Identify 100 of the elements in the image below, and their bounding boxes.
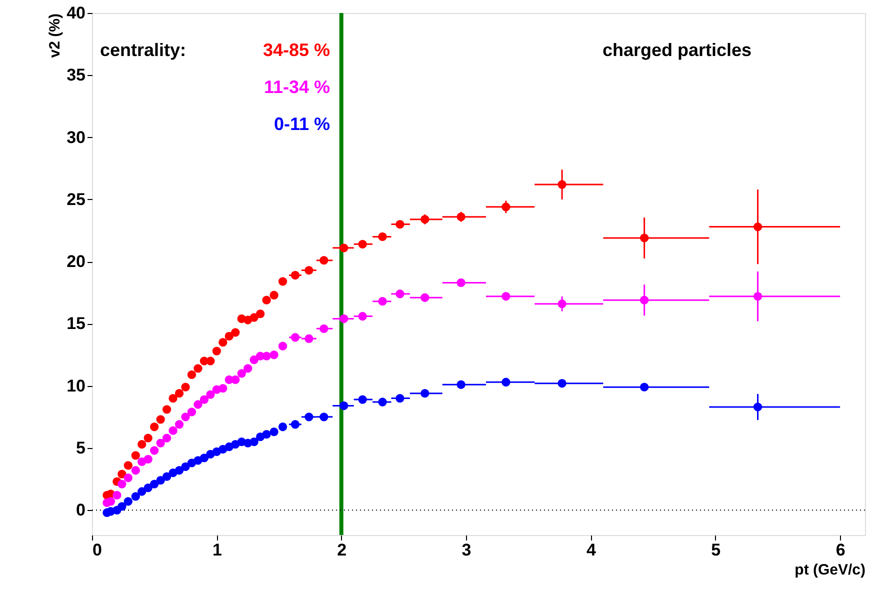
y-tick-label: 0: [76, 500, 86, 520]
point: [290, 270, 300, 280]
point: [156, 438, 165, 448]
x-tick-label: 1: [212, 540, 222, 560]
point: [250, 355, 258, 364]
point: [124, 461, 132, 470]
text: 11-34 %: [264, 77, 330, 97]
point: [144, 434, 152, 442]
point: [358, 240, 367, 248]
point: [212, 346, 222, 356]
point: [396, 394, 404, 403]
point: [420, 293, 430, 302]
point: [753, 402, 762, 412]
point: [224, 332, 234, 340]
point: [168, 426, 178, 435]
point: [187, 370, 196, 379]
point: [131, 492, 140, 501]
point: [118, 502, 126, 511]
point: [456, 278, 466, 288]
y-tick-label: 40: [66, 4, 86, 22]
point: [218, 338, 228, 347]
point: [187, 408, 196, 416]
x-tick-label: 3: [462, 540, 472, 560]
point: [150, 480, 159, 488]
point: [124, 474, 132, 482]
point: [206, 356, 215, 366]
point: [278, 422, 288, 432]
point: [358, 312, 367, 321]
point: [278, 277, 288, 286]
point: [138, 440, 146, 449]
point: [304, 266, 314, 275]
text: 0-11 %: [274, 114, 330, 134]
point: [456, 380, 466, 389]
legend-title: centrality:: [100, 40, 186, 60]
point: [640, 234, 649, 242]
annotation: charged particles: [602, 40, 752, 60]
point: [174, 466, 184, 475]
y-tick-label: 5: [76, 438, 86, 458]
point: [144, 483, 152, 492]
x-tick-label: 0: [92, 540, 102, 560]
point: [150, 422, 159, 432]
point: [156, 415, 165, 424]
point: [753, 292, 762, 301]
point: [174, 388, 184, 398]
point: [456, 212, 466, 222]
point: [144, 454, 152, 464]
point: [378, 398, 387, 406]
point: [270, 428, 278, 436]
y-axis-title: v2 (%): [46, 14, 64, 58]
point: [304, 334, 314, 343]
point: [502, 378, 510, 386]
point: [231, 375, 240, 384]
point: [270, 350, 278, 360]
x-tick-label: 4: [586, 540, 596, 560]
point: [558, 300, 566, 308]
point: [200, 395, 209, 404]
point: [558, 180, 566, 189]
point: [340, 244, 348, 252]
point: [640, 382, 649, 392]
text: 34-85 %: [262, 40, 330, 60]
point: [138, 487, 146, 496]
point: [181, 412, 190, 422]
point: [256, 309, 265, 318]
point: [640, 296, 649, 304]
y-tick-label: 10: [66, 376, 86, 396]
point: [420, 388, 430, 398]
point: [396, 220, 404, 229]
y-tick-label: 25: [66, 190, 86, 209]
point: [150, 446, 159, 455]
point: [181, 462, 190, 471]
point: [320, 412, 328, 422]
point: [340, 314, 348, 324]
point: [340, 401, 348, 410]
x-axis-title: pt (GeV/c): [794, 562, 866, 578]
point: [244, 364, 252, 373]
point: [118, 470, 126, 478]
point: [131, 466, 140, 475]
x-tick-label: 5: [711, 540, 721, 560]
point: [753, 222, 762, 232]
point: [200, 454, 209, 462]
y-tick-label: 35: [66, 66, 86, 85]
point: [206, 390, 215, 399]
point: [131, 451, 140, 460]
point: [174, 420, 184, 429]
point: [290, 420, 300, 429]
point: [162, 434, 172, 442]
point: [358, 395, 367, 404]
point: [396, 290, 404, 298]
point: [162, 405, 172, 414]
point: [262, 430, 271, 439]
point: [162, 472, 172, 481]
point: [237, 369, 246, 378]
point: [502, 292, 510, 301]
point: [218, 384, 228, 393]
point: [304, 412, 314, 422]
point: [320, 256, 328, 265]
point: [262, 296, 271, 304]
y-tick-label: 20: [66, 252, 86, 272]
point: [181, 382, 190, 392]
point: [168, 394, 178, 403]
